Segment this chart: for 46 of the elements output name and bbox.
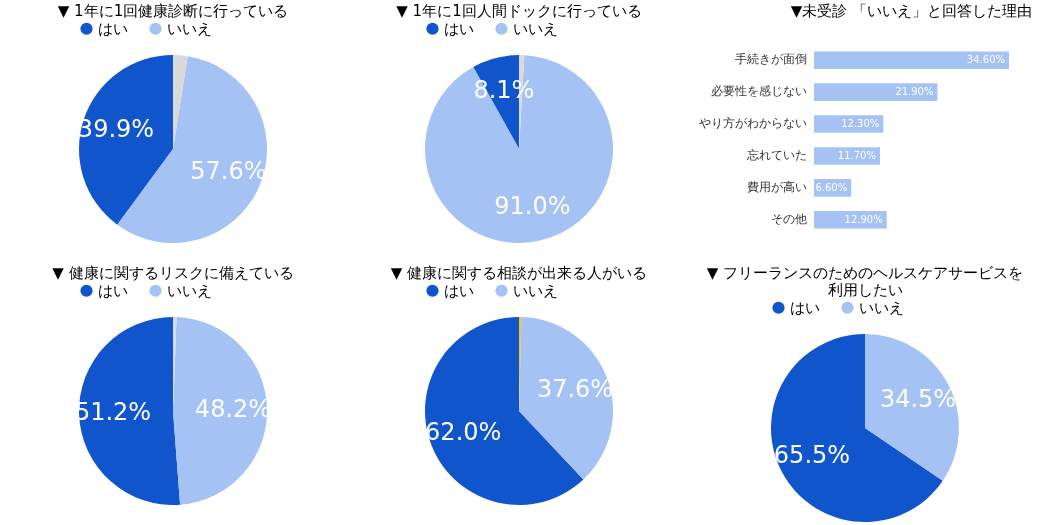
- chart-title: ▼ フリーランスのためのヘルスケアサービスを利用したい: [706, 264, 1024, 299]
- legend-label: いいえ: [167, 19, 212, 38]
- legend-label: はい: [98, 281, 128, 300]
- pie-slice: [79, 55, 173, 225]
- pie-slice: [425, 55, 613, 243]
- legend-label: いいえ: [167, 281, 212, 300]
- data-label: 51.2%: [74, 398, 152, 427]
- bar: [813, 83, 937, 101]
- data-label: 91.0%: [494, 192, 571, 221]
- y-tick-label: 手続きが面倒: [734, 52, 806, 67]
- chart-title: ▼未受診 「いいえ」と回答した理由: [790, 2, 1032, 20]
- legend-label: いいえ: [513, 281, 558, 300]
- pie-slice: [79, 317, 181, 505]
- data-label: 34.5%: [879, 384, 957, 413]
- legend-label: いいえ: [859, 298, 904, 317]
- chart-title: ▼ 1年に1回健康診断に行っている: [57, 2, 289, 20]
- y-tick-label: 必要性を感じない: [710, 84, 806, 99]
- data-label: 12.30%: [840, 118, 879, 130]
- chart-title: ▼ 健康に関する相談が出来る人がいる: [390, 264, 648, 282]
- legend-label: はい: [98, 19, 128, 38]
- data-label: 11.70%: [837, 149, 876, 161]
- data-label: 48.2%: [194, 394, 272, 423]
- data-label: 37.6%: [536, 374, 614, 403]
- legend-label: はい: [790, 298, 820, 317]
- chart-title: ▼ 健康に関するリスクに備えている: [52, 264, 294, 282]
- data-label: 39.9%: [77, 115, 155, 144]
- data-label: 62.0%: [425, 418, 502, 447]
- y-tick-label: 忘れていた: [746, 147, 806, 162]
- data-label: 34.60%: [966, 54, 1005, 66]
- legend-label: はい: [444, 281, 474, 300]
- data-label: 65.5%: [773, 441, 851, 470]
- y-tick-label: 費用が高い: [746, 179, 806, 194]
- y-tick-label: その他: [770, 211, 806, 226]
- data-label: 12.90%: [844, 213, 883, 225]
- legend-label: はい: [444, 19, 474, 38]
- data-label: 21.90%: [894, 86, 933, 98]
- data-label: 6.60%: [814, 181, 847, 193]
- pie-slice: [519, 317, 613, 480]
- pie-slice: [865, 334, 959, 481]
- y-tick-label: やり方がわからない: [698, 116, 806, 131]
- legend-label: いいえ: [513, 19, 558, 38]
- data-label: 57.6%: [190, 157, 267, 186]
- pie-slice: [173, 55, 188, 149]
- bar: [813, 51, 1009, 69]
- pie-slice: [173, 317, 267, 505]
- chart-title: ▼ 1年に1回人間ドックに行っている: [396, 2, 642, 20]
